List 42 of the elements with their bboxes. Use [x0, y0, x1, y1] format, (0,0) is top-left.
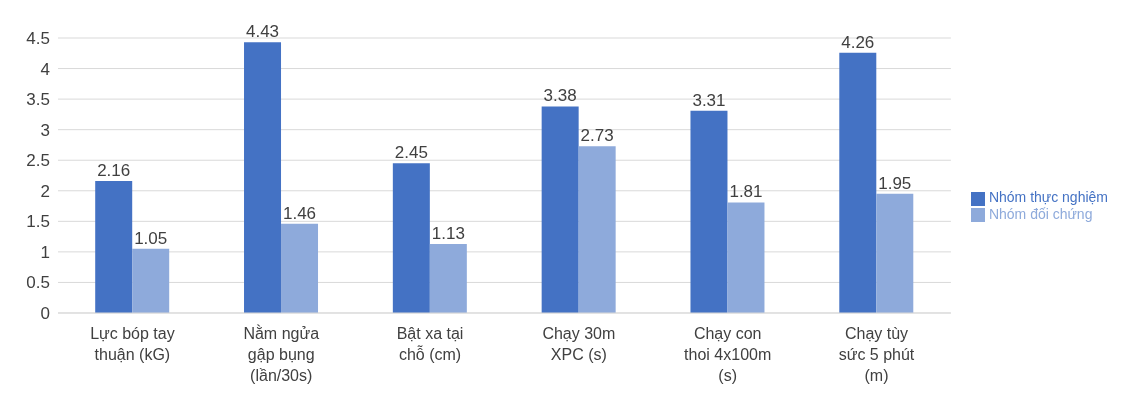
bar [429, 243, 467, 313]
y-tick-label: 2 [40, 181, 50, 201]
legend-label: Nhóm đối chứng [988, 205, 1093, 222]
y-tick-label: 3.5 [26, 90, 50, 110]
bar [392, 163, 430, 313]
bar [244, 42, 282, 313]
y-tick-label: 3 [40, 120, 50, 140]
x-tick-label: Chạy tùy sức 5 phút (m) [838, 325, 915, 384]
data-label: 3.38 [543, 86, 577, 106]
y-tick-label: 0 [40, 304, 50, 324]
y-tick-label: 2.5 [26, 151, 50, 171]
bar [876, 193, 914, 313]
data-label: 1.05 [134, 228, 168, 248]
bar [281, 223, 319, 313]
x-tick-label: Lực bóp tay thuận (kG) [90, 325, 175, 363]
x-tick-label: Nằm ngửa gập bụng (lần/30s) [243, 324, 320, 384]
y-tick-label: 4.5 [26, 29, 50, 49]
bar [690, 110, 728, 313]
data-label: 1.81 [729, 182, 763, 202]
bar [132, 248, 170, 313]
y-tick-label: 4 [40, 59, 50, 79]
data-label: 3.31 [692, 90, 726, 110]
data-label: 4.43 [245, 22, 280, 42]
data-label: 4.26 [841, 32, 875, 52]
y-tick-label: 0.5 [26, 273, 50, 293]
data-label: 1.95 [878, 173, 912, 193]
legend-label: Nhóm thực nghiệm [988, 189, 1108, 206]
x-tick-label: Chạy con thoi 4x100m (s) [684, 325, 772, 384]
bar [578, 146, 616, 313]
data-label: 1.13 [431, 223, 465, 243]
bar [541, 106, 579, 313]
y-tick-label: 1.5 [26, 212, 50, 232]
bar [95, 181, 133, 313]
data-label: 2.73 [580, 126, 614, 146]
data-label: 1.46 [282, 203, 317, 223]
y-tick-label: 1 [40, 242, 50, 262]
bar [839, 52, 877, 313]
x-tick-label: Bật xa tại chỗ (cm) [396, 325, 464, 363]
data-label: 2.16 [97, 161, 131, 180]
bar [727, 202, 765, 313]
x-tick-label: Chạy 30m XPC (s) [542, 325, 616, 363]
data-label: 2.45 [394, 143, 428, 163]
